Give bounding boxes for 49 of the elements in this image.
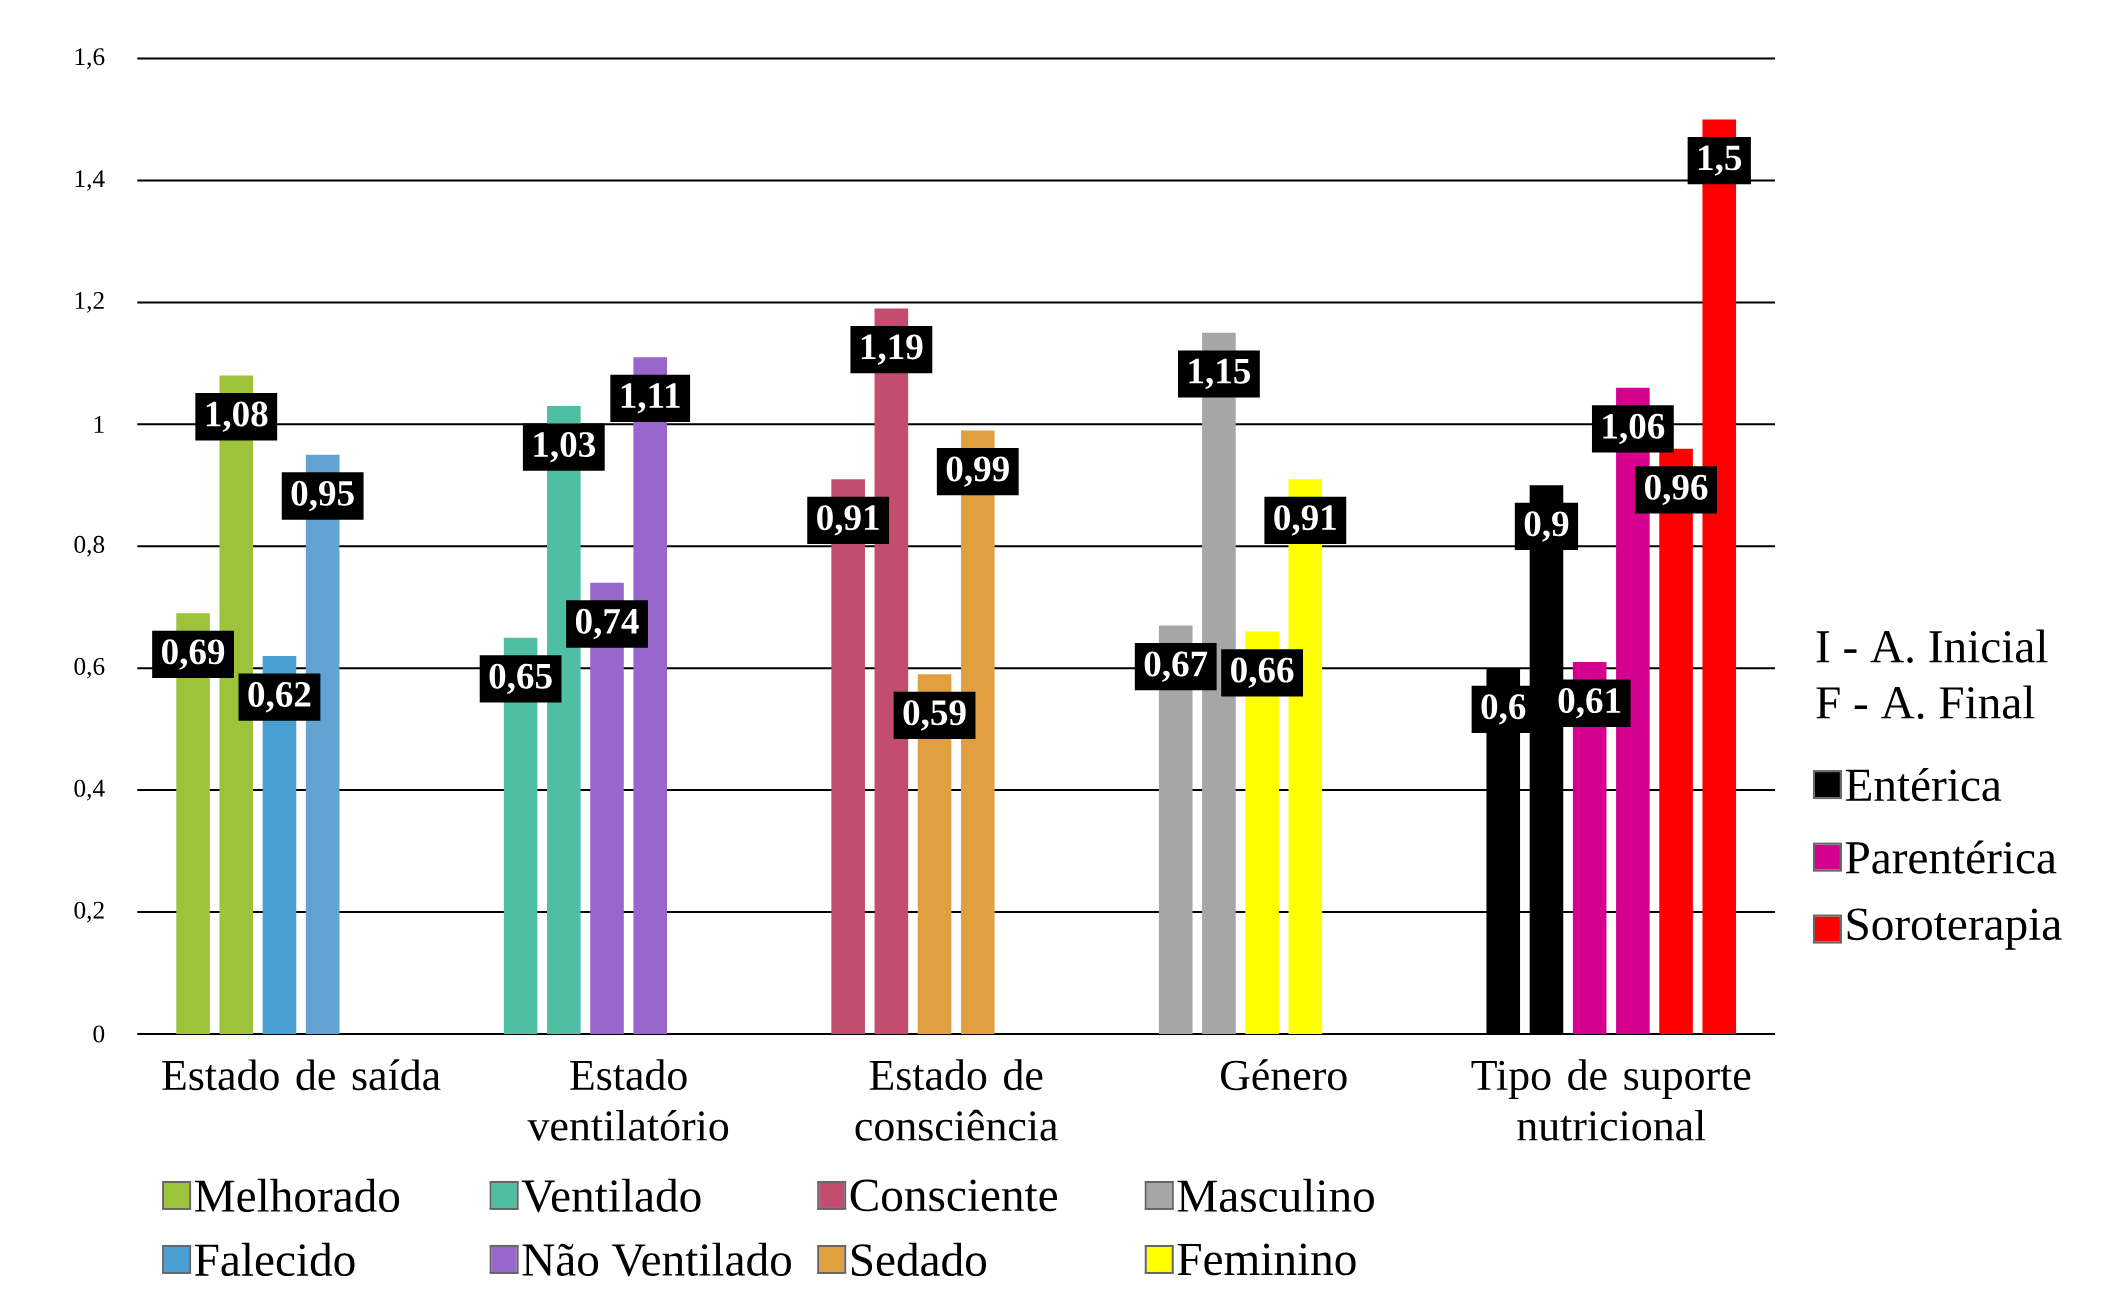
y-tick-label: 1,6	[75, 48, 105, 69]
data-label: 0,59	[903, 700, 966, 731]
data-label: 0,61	[1558, 688, 1621, 719]
x-tick-label: Estado ventilatório	[527, 1059, 729, 1141]
text: F - A. Final	[1816, 685, 2035, 720]
x-tick-label: Estado de saída	[162, 1059, 441, 1091]
x-tick-label: Género	[1220, 1059, 1347, 1091]
data-label: 0,74	[575, 608, 639, 640]
x-tick-label: Tipo de suporte nutricional	[1471, 1059, 1751, 1141]
text: Ventilado	[521, 1178, 701, 1213]
text: Masculino	[1177, 1178, 1374, 1213]
y-tick-label: 0,8	[74, 535, 105, 557]
data-label: 0,96	[1645, 474, 1708, 506]
data-label: 0,95	[291, 480, 354, 512]
text: Não Ventilado	[522, 1242, 791, 1277]
text: Consciente	[850, 1179, 1058, 1212]
data-label: 1,03	[534, 432, 596, 463]
data-label: 0,9	[1524, 511, 1569, 542]
text: I - A. Inicial	[1816, 629, 2048, 663]
data-label: 1,06	[1603, 413, 1665, 445]
x-tick-label: Estado de consciência	[855, 1059, 1058, 1141]
y-tick-label: 0,4	[74, 779, 105, 801]
data-label: 0,62	[248, 681, 311, 713]
data-label: 1,19	[861, 334, 923, 365]
data-label: 0,99	[946, 456, 1009, 487]
text: Melhorado	[195, 1178, 400, 1213]
y-tick-label: 0,2	[74, 901, 104, 923]
data-label: 0,91	[1274, 505, 1336, 536]
data-label: 0,91	[817, 505, 879, 536]
data-label: 1,08	[206, 401, 268, 432]
data-label: 1,15	[1189, 358, 1251, 390]
data-label: 0,6	[1481, 694, 1526, 725]
data-label: 0,67	[1144, 651, 1208, 682]
y-tick-label: 0,6	[74, 657, 105, 679]
data-label: 0,66	[1231, 657, 1294, 689]
y-tick-label: 1	[94, 415, 104, 433]
text: Entérica	[1845, 767, 2002, 802]
text: Falecido	[195, 1242, 355, 1277]
text: Soroterapia	[1847, 908, 2062, 950]
text: Feminino	[1177, 1243, 1356, 1276]
y-tick-label: 1,2	[75, 292, 104, 313]
y-tick-label: 0	[93, 1025, 105, 1043]
data-label: 0,69	[162, 639, 225, 670]
y-tick-label: 1,4	[75, 170, 105, 191]
data-label: 1,5	[1699, 145, 1742, 176]
text: Parentérica	[1845, 840, 2057, 874]
text: Sedado	[851, 1242, 986, 1277]
data-label: 1,11	[621, 383, 680, 414]
data-label: 0,65	[489, 663, 552, 695]
